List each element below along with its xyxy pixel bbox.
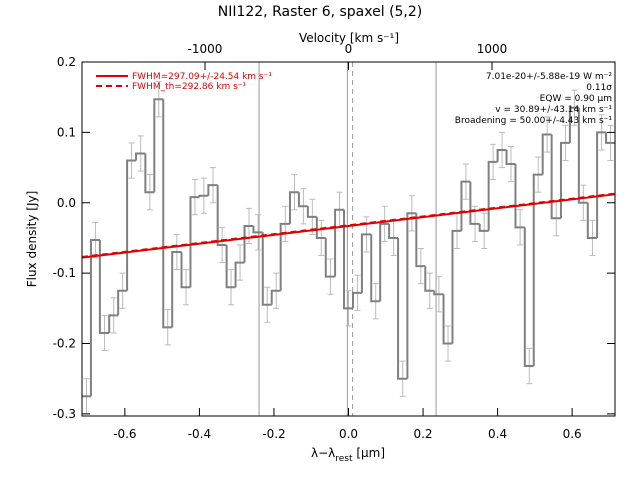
step-bin (162, 99, 173, 329)
x-tick-label: 0.6 (563, 427, 582, 441)
step-bin (442, 294, 453, 345)
step-bin (153, 98, 164, 193)
step-bin (117, 289, 128, 316)
step-bin (343, 209, 353, 310)
step-bin (171, 251, 182, 328)
step-bin (89, 239, 100, 397)
fit-line (81, 193, 616, 259)
step-bin (478, 223, 489, 232)
step-bin (487, 160, 498, 231)
step-bin (135, 152, 146, 161)
step-bin (243, 224, 254, 263)
step-bin (379, 222, 390, 302)
legend-label: FWHM_th=292.86 km s⁻¹ (132, 82, 247, 92)
step-bin (306, 206, 317, 218)
step-bin (388, 223, 399, 239)
step-bin (451, 229, 462, 344)
step-bin (370, 234, 381, 303)
step-bin (261, 232, 272, 306)
step-bin (189, 196, 200, 288)
y-tick-label: -0.3 (53, 407, 76, 421)
step-bin (207, 184, 218, 196)
step-bin (270, 289, 281, 305)
step-bin (415, 213, 426, 268)
step-bin (586, 202, 598, 239)
x2-tick-label: -1000 (188, 42, 223, 56)
step-bin (577, 107, 588, 204)
x-tick-label: -0.2 (262, 427, 285, 441)
annotation: Broadening = 50.00+/-4.43 km s⁻¹ (455, 116, 613, 126)
step-bin (469, 181, 480, 225)
annotation: v = 30.89+/-43.14 km s⁻¹ (495, 105, 612, 115)
x2-tick-label: 1000 (477, 42, 508, 56)
x-tick-label: -0.4 (188, 427, 211, 441)
x-tick-label: 0.0 (339, 427, 358, 441)
step-bin (605, 132, 615, 144)
step-bin (550, 134, 561, 220)
step-bin (288, 191, 299, 224)
chart-title: NII122, Raster 6, spaxel (5,2) (218, 4, 423, 20)
step-bin (198, 194, 209, 198)
y-tick-label: 0.0 (57, 196, 76, 210)
step-bin (505, 149, 516, 166)
step-bin (98, 240, 110, 334)
step-bin (108, 314, 119, 333)
y-tick-label: -0.1 (53, 266, 76, 280)
y-tick-label: -0.2 (53, 337, 76, 351)
step-bin (397, 237, 408, 380)
step-bin (360, 233, 372, 293)
step-bin (559, 141, 570, 219)
step-bin (234, 261, 245, 288)
step-bin (568, 106, 579, 143)
step-bin (225, 244, 236, 289)
x-tick-label: -0.6 (113, 427, 136, 441)
x2-axis-label: Velocity [km s⁻¹] (299, 31, 399, 45)
step-bin (324, 237, 336, 278)
x-axis-label: λ−λrest [μm] (311, 446, 385, 464)
step-bin (460, 180, 471, 231)
y-axis-label: Flux density [Jy] (25, 191, 39, 288)
step-bin (144, 153, 155, 194)
step-bin (315, 216, 326, 239)
step-bin (216, 185, 227, 246)
x-tick-label: 0.2 (413, 427, 432, 441)
step-bin (334, 208, 345, 277)
step-bin (541, 133, 552, 175)
x2-tick-label: 0 (345, 42, 353, 56)
annotation: 7.01e-20+/-5.88e-19 W m⁻² (486, 72, 613, 82)
step-bin (496, 148, 507, 162)
step-bin (180, 252, 191, 289)
step-bin (297, 192, 308, 208)
step-bin (279, 222, 290, 291)
step-bin (523, 227, 534, 368)
annotation: 0.11σ (586, 83, 612, 93)
step-bin (406, 212, 417, 379)
step-bin (351, 291, 362, 309)
y-tick-label: 0.2 (57, 55, 76, 69)
step-bin (126, 159, 137, 291)
step-bin (252, 225, 263, 234)
step-bin (433, 290, 444, 296)
step-bin (514, 164, 525, 229)
x-tick-label: 0.4 (488, 427, 507, 441)
annotation: EQW = 0.90 μm (540, 94, 612, 104)
y-tick-label: 0.1 (57, 125, 76, 139)
step-bin (532, 173, 543, 367)
legend-label: FWHM=297.09+/-24.54 km s⁻¹ (132, 72, 272, 82)
step-bin (596, 131, 607, 238)
step-bin (424, 266, 435, 292)
